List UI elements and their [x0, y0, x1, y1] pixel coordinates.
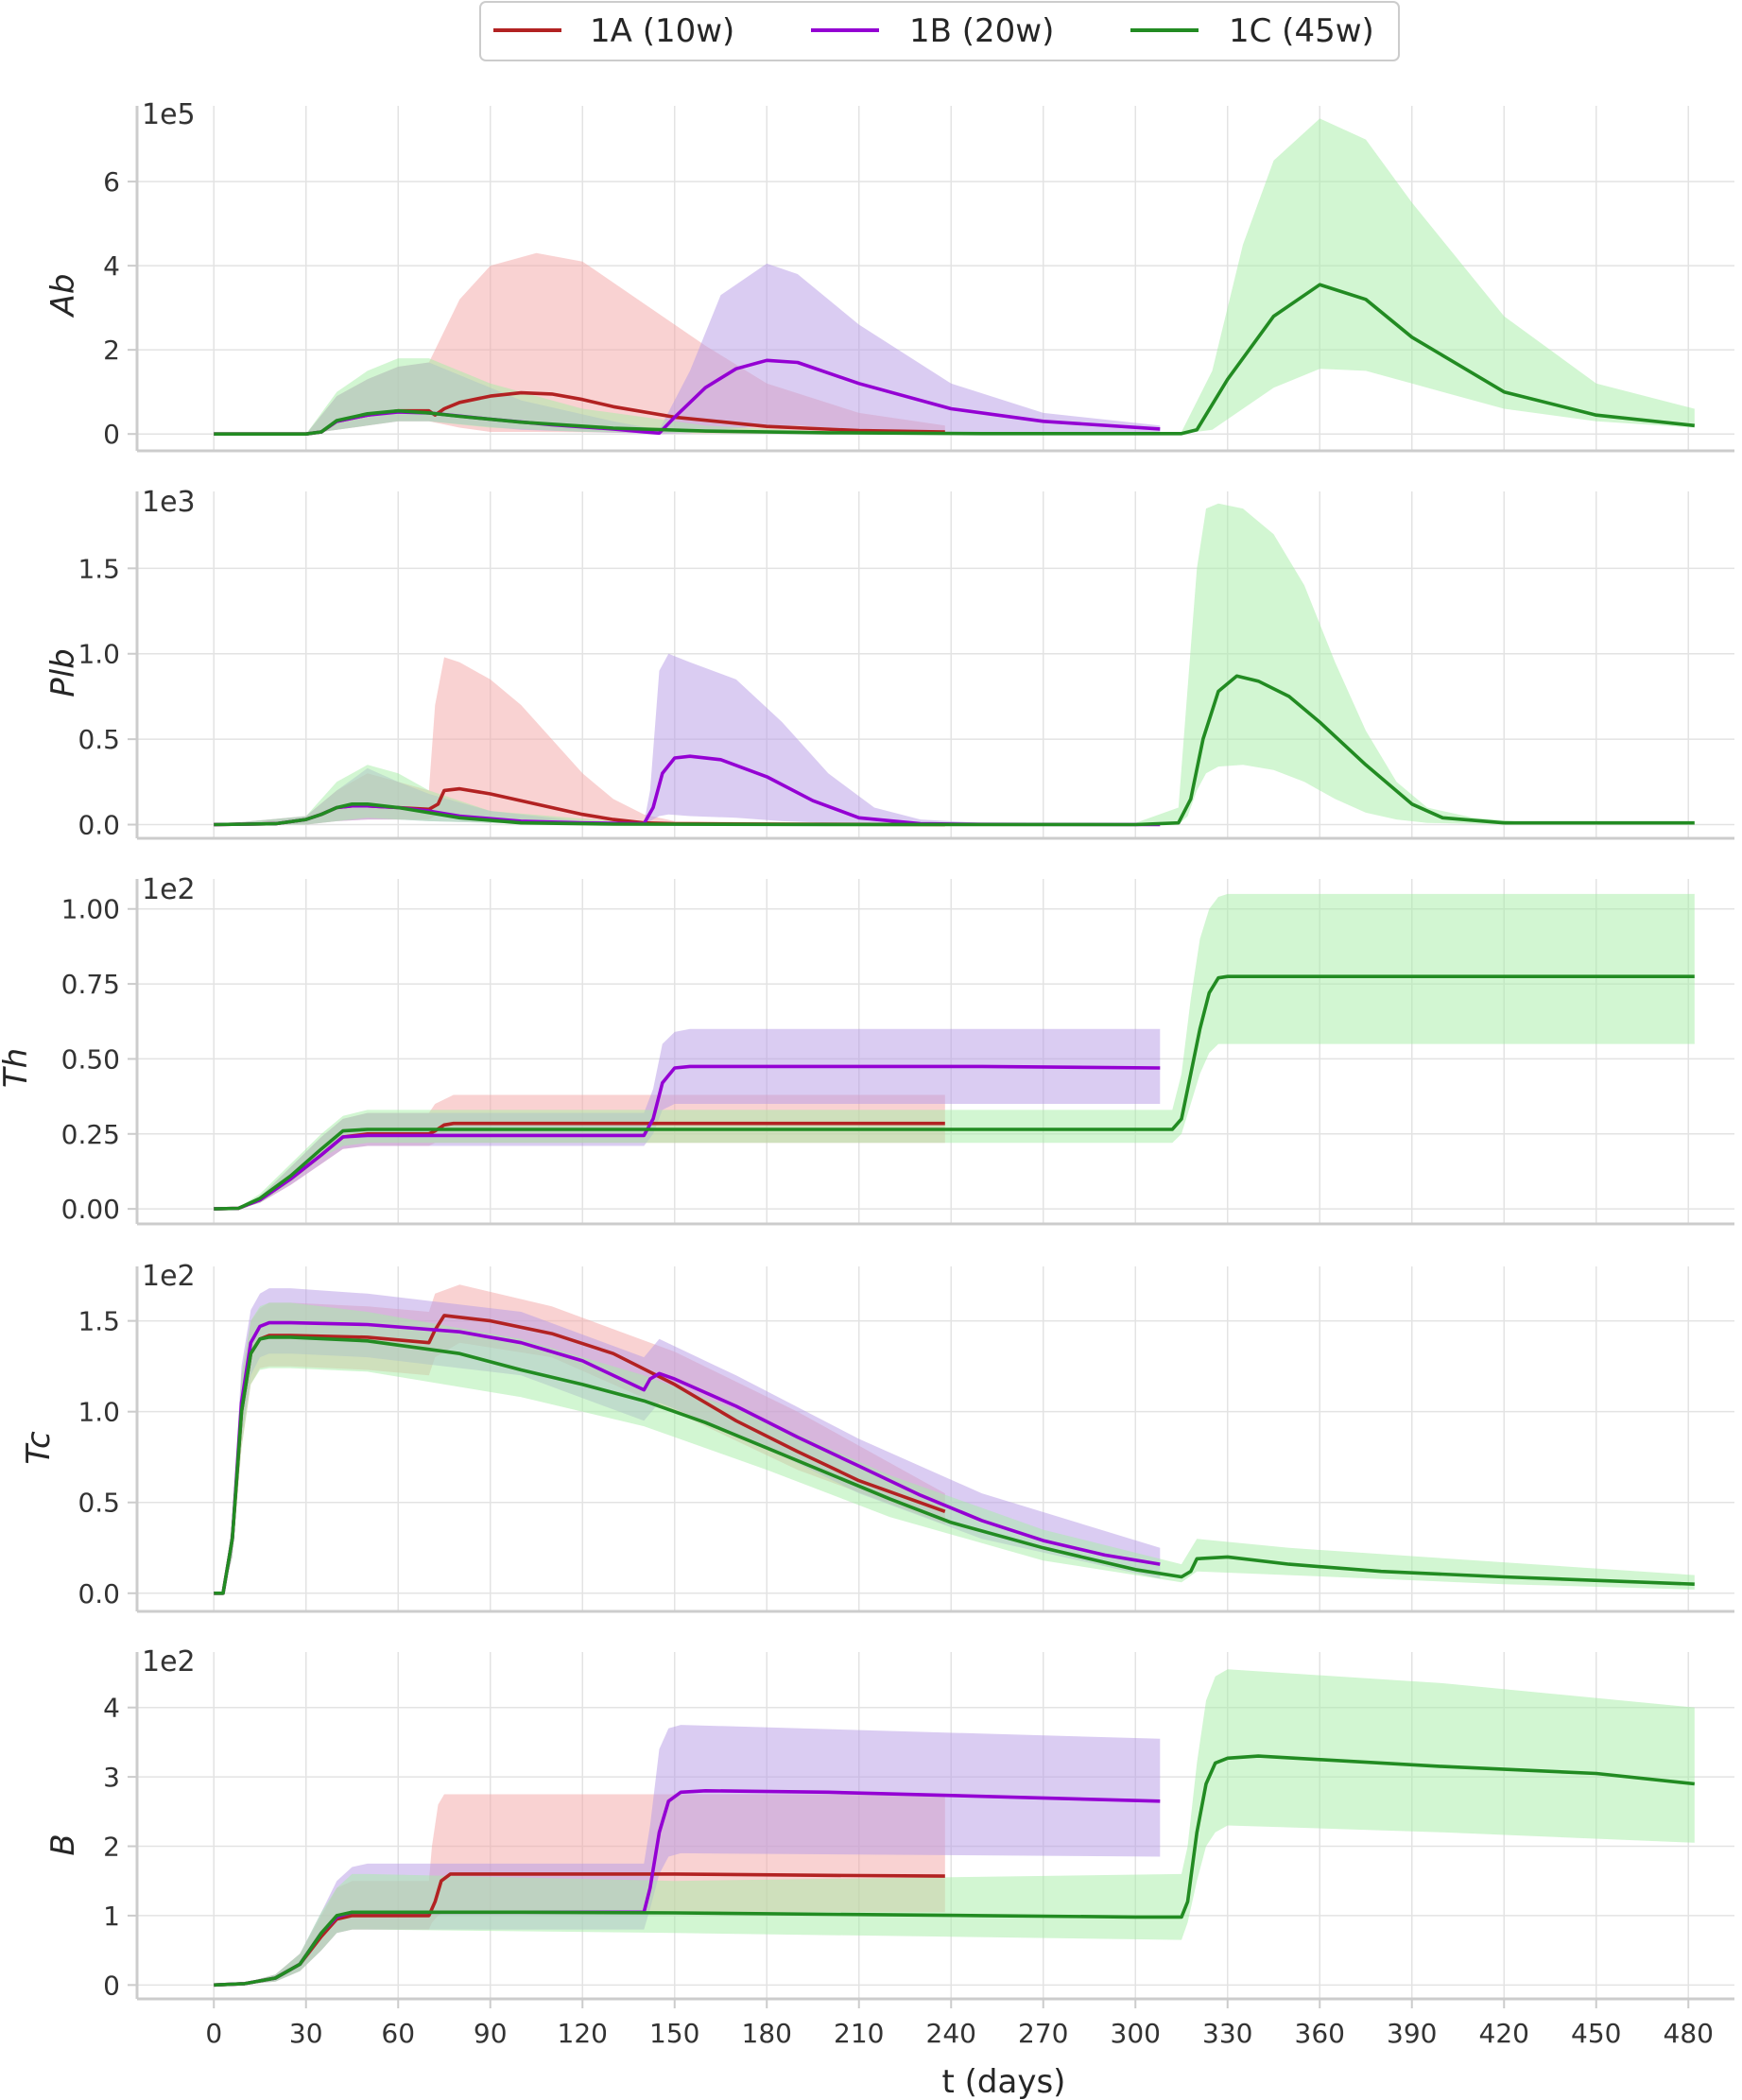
x-tick-label: 390 [1387, 2018, 1437, 2049]
line-th-1b [214, 1064, 1161, 1211]
bands-ab [214, 118, 1695, 435]
line-b-1c [214, 1754, 1695, 1988]
line-tc-1b [214, 1320, 1161, 1595]
yticks-tc: 0.0 0.5 1.0 1.5 [78, 1306, 137, 1609]
lines-tc [214, 1314, 1695, 1595]
y-tick-label: 2 [103, 1832, 120, 1863]
ylabel-ab: Ab [44, 274, 82, 318]
scale-label-plb: 1e3 [142, 486, 196, 519]
bands-plb [214, 503, 1695, 825]
y-tick-label: 0.5 [78, 724, 120, 755]
y-tick-label: 1.5 [78, 1306, 120, 1337]
line-plb-1c [214, 674, 1695, 827]
x-tick-label: 450 [1571, 2018, 1621, 2049]
line-th-1c [214, 974, 1695, 1211]
lines-plb [214, 674, 1695, 827]
legend: 1A (10w) 1B (20w) 1C (45w) [479, 1, 1400, 61]
legend-label-1b: 1B (20w) [909, 12, 1054, 50]
xticks: 0 30 60 90 120 150 180 210 240 270 300 330 360 390 420… [205, 1999, 1714, 2049]
y-tick-label: 0.5 [78, 1488, 120, 1519]
x-tick-label: 210 [834, 2018, 884, 2049]
x-tick-label: 180 [742, 2018, 792, 2049]
ylabel-b: B [44, 1833, 82, 1855]
ylabel-tc: Tc [20, 1431, 58, 1465]
y-tick-label: 4 [103, 250, 120, 282]
y-tick-label: 3 [103, 1762, 120, 1793]
scale-label-b: 1e2 [142, 1645, 196, 1678]
y-tick-label: 0.0 [78, 1578, 120, 1609]
line-ab-1c [214, 283, 1695, 437]
band-ab-1c [214, 118, 1695, 435]
x-tick-label: 150 [649, 2018, 699, 2049]
yticks-b: 0 1 2 3 4 [103, 1693, 137, 2001]
bands-b [214, 1669, 1695, 1986]
x-tick-label: 480 [1664, 2018, 1714, 2049]
panel-plb: 1e3 Plb 0.0 0.5 1.0 1.5 [44, 486, 1734, 841]
grid-plb [137, 491, 1734, 838]
lines-ab [214, 283, 1695, 437]
legend-label-1a: 1A (10w) [590, 12, 734, 50]
scale-label-th: 1e2 [142, 873, 196, 906]
y-tick-label: 0.0 [78, 810, 120, 841]
y-tick-label: 1 [103, 1901, 120, 1932]
y-tick-label: 0 [103, 419, 120, 450]
panel-tc: 1e2 Tc 0.0 0.5 1.0 1.5 [20, 1260, 1734, 1613]
x-tick-label: 240 [926, 2018, 976, 2049]
x-tick-label: 270 [1018, 2018, 1068, 2049]
y-tick-label: 0.00 [61, 1194, 120, 1225]
y-tick-label: 0.25 [61, 1119, 120, 1150]
y-tick-label: 1.5 [78, 553, 120, 584]
y-tick-label: 0 [103, 1970, 120, 2001]
panel-ab: 1e5 Ab 0 2 4 6 [44, 98, 1734, 453]
x-tick-label: 330 [1202, 2018, 1252, 2049]
bands-tc [214, 1284, 1695, 1593]
scale-label-ab: 1e5 [142, 98, 196, 131]
lines-b [214, 1754, 1695, 1988]
line-tc-1c [214, 1335, 1695, 1595]
y-tick-label: 2 [103, 335, 120, 366]
x-tick-label: 420 [1479, 2018, 1529, 2049]
scale-label-tc: 1e2 [142, 1260, 196, 1293]
yticks-ab: 0 2 4 6 [103, 166, 137, 450]
ylabel-th: Th [0, 1048, 35, 1088]
y-tick-label: 1.0 [78, 639, 120, 670]
legend-label-1c: 1C (45w) [1229, 12, 1374, 50]
y-tick-label: 0.75 [61, 969, 120, 1000]
xlabel: t (days) [942, 2063, 1066, 2100]
y-tick-label: 0.50 [61, 1043, 120, 1075]
y-tick-label: 4 [103, 1693, 120, 1724]
y-tick-label: 1.0 [78, 1397, 120, 1428]
band-th-1b [214, 1028, 1161, 1210]
lines-th [214, 974, 1695, 1211]
y-tick-label: 6 [103, 166, 120, 198]
yticks-plb: 0.0 0.5 1.0 1.5 [78, 553, 137, 841]
x-tick-label: 60 [381, 2018, 415, 2049]
x-tick-label: 360 [1295, 2018, 1345, 2049]
panel-b: 1e2 B 0 1 2 3 4 0 30 60 90 120 150 180 210 240 270 300… [44, 1645, 1734, 2049]
x-tick-label: 90 [474, 2018, 508, 2049]
x-tick-label: 300 [1111, 2018, 1161, 2049]
panel-th: 1e2 Th 0.00 0.25 0.50 0.75 1.00 [0, 873, 1734, 1226]
x-tick-label: 0 [205, 2018, 222, 2049]
band-plb-1b [214, 653, 1161, 825]
band-plb-1c [214, 503, 1695, 825]
x-tick-label: 120 [558, 2018, 608, 2049]
band-b-1c [214, 1669, 1695, 1986]
legend-frame [479, 1, 1400, 61]
ylabel-plb: Plb [44, 648, 82, 697]
band-tc-1c [214, 1302, 1695, 1593]
y-tick-label: 1.00 [61, 894, 120, 925]
x-tick-label: 30 [289, 2018, 323, 2049]
yticks-th: 0.00 0.25 0.50 0.75 1.00 [61, 894, 137, 1225]
